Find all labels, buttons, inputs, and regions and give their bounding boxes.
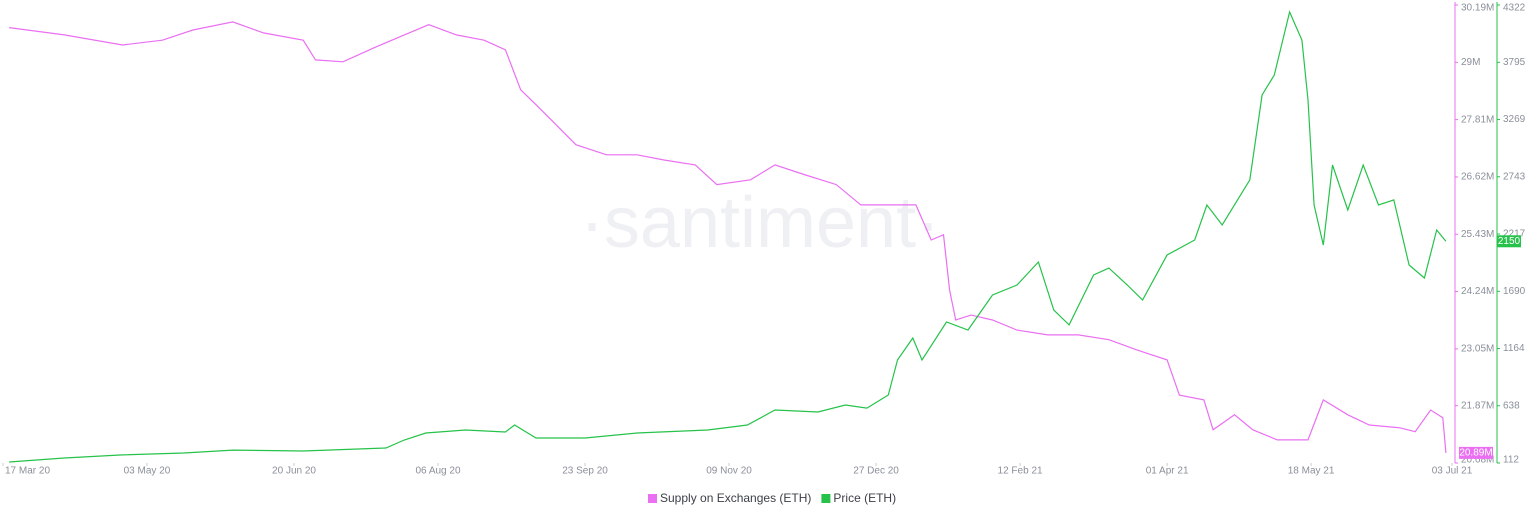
y-tick-label: 24.24M (1461, 286, 1494, 297)
x-tick-label: 17 Mar 20 (5, 466, 50, 477)
y-tick-label: 21.87M (1461, 400, 1494, 411)
y2-tick-label: 2217 (1503, 229, 1526, 240)
x-tick-label: 12 Feb 21 (998, 466, 1043, 477)
series-line (9, 21, 1447, 453)
legend-swatch (648, 494, 657, 503)
value-badge (1459, 446, 1493, 459)
x-tick-label: 06 Aug 20 (415, 466, 460, 477)
y-tick-label: 27.81M (1461, 114, 1494, 125)
x-tick-label: 09 Nov 20 (706, 466, 752, 477)
legend-label: Price (ETH) (833, 491, 896, 505)
y2-tick-label: 3269 (1503, 114, 1526, 125)
y-tick-label: 25.43M (1461, 229, 1494, 240)
x-tick-label: 23 Sep 20 (562, 466, 608, 477)
y-tick-label: 23.05M (1461, 344, 1494, 355)
y2-tick-label: 1690 (1503, 286, 1526, 297)
watermark: ·santiment· (580, 183, 940, 263)
x-tick-label: 03 Jul 21 (1432, 466, 1473, 477)
y-tick-label: 26.62M (1461, 172, 1494, 183)
y-tick-label: 30.19M (1461, 3, 1494, 14)
x-tick-label: 27 Dec 20 (853, 466, 899, 477)
y2-tick-label: 1164 (1503, 343, 1525, 354)
x-tick-label: 20 Jun 20 (272, 466, 316, 477)
value-label: 2150 (1498, 236, 1521, 247)
legend: Supply on Exchanges (ETH) Price (ETH) (648, 491, 896, 505)
y2-tick-label: 3795 (1503, 57, 1526, 68)
y-tick-label: 29M (1461, 57, 1480, 68)
legend-label: Supply on Exchanges (ETH) (660, 491, 811, 505)
series-line (9, 10, 1447, 463)
x-tick-label: 01 Apr 21 (1146, 466, 1189, 477)
x-tick-label: 18 May 21 (1288, 466, 1335, 477)
y2-tick-label: 638 (1503, 400, 1520, 411)
y2-tick-label: 112 (1503, 455, 1519, 466)
y2-tick-label: 2743 (1503, 171, 1526, 182)
y-tick-label: 20.68M (1461, 455, 1494, 466)
value-badge (1497, 235, 1521, 248)
y2-tick-label: 4322 (1503, 3, 1526, 14)
value-label: 20.89M (1459, 448, 1492, 459)
legend-swatch (821, 494, 831, 503)
x-tick-label: 03 May 20 (124, 466, 171, 477)
